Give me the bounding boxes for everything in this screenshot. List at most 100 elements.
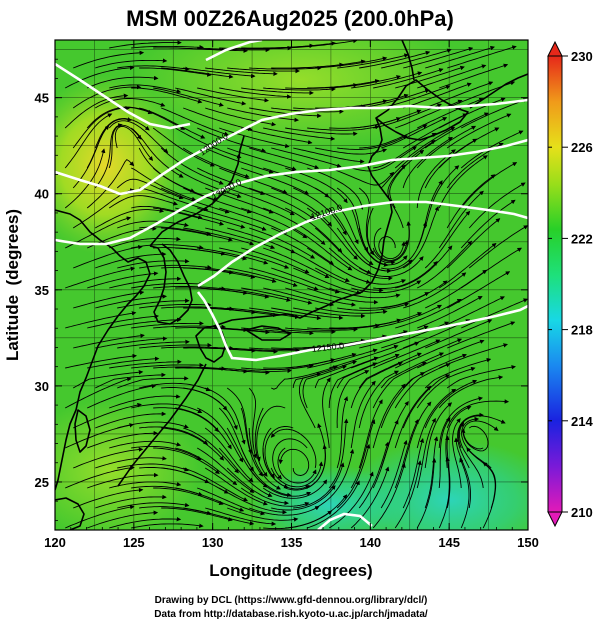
streamline <box>425 319 493 349</box>
streamline <box>278 448 310 476</box>
x-tick-label: 120 <box>44 535 66 550</box>
streamline <box>417 296 483 329</box>
streamline <box>372 419 399 489</box>
streamline <box>64 93 129 129</box>
colorbar-bottom-triangle <box>547 511 563 528</box>
streamline <box>306 207 358 260</box>
streamline <box>183 387 238 431</box>
streamline <box>285 494 348 529</box>
streamline <box>372 463 406 529</box>
streamline <box>307 348 378 369</box>
streamline <box>65 266 136 289</box>
streamline <box>153 207 225 226</box>
streamline <box>94 118 150 149</box>
streamline <box>381 280 448 309</box>
streamline <box>219 247 290 269</box>
streamline <box>227 67 300 74</box>
streamline <box>453 437 471 509</box>
streamline <box>460 162 518 209</box>
streamline <box>175 47 248 53</box>
streamline <box>131 523 204 529</box>
streamline <box>468 182 526 229</box>
streamline <box>109 394 181 409</box>
streamline <box>394 385 432 449</box>
colorbar-tick-label: 214 <box>571 414 593 429</box>
streamline <box>314 448 355 509</box>
streamline <box>161 306 234 311</box>
streamline <box>153 87 224 107</box>
streamline <box>271 147 342 168</box>
streamline <box>249 267 319 291</box>
streamline <box>381 117 448 149</box>
streamline <box>358 227 408 266</box>
coastline-philippines <box>55 497 85 530</box>
streamline <box>64 65 135 89</box>
streamline <box>254 407 268 477</box>
streamline <box>328 247 393 281</box>
streamline <box>73 244 143 269</box>
streamline <box>95 336 168 349</box>
streamline <box>358 352 422 389</box>
streamline <box>366 207 396 265</box>
streamline <box>387 164 406 229</box>
streamline <box>263 287 335 307</box>
streamline <box>350 466 390 529</box>
streamline <box>153 366 226 371</box>
streamline <box>131 45 204 50</box>
streamline <box>337 135 408 150</box>
streamline <box>445 435 451 509</box>
y-tick-label: 25 <box>35 475 49 490</box>
streamline <box>438 155 488 209</box>
streamline <box>94 98 166 109</box>
streamline <box>380 140 436 189</box>
streamline <box>372 362 427 409</box>
streamline <box>95 411 167 429</box>
streamline <box>350 419 376 489</box>
streamline <box>109 40 182 49</box>
streamline <box>226 387 253 455</box>
streamline <box>263 247 330 278</box>
streamline <box>351 71 423 89</box>
streamline <box>139 107 206 139</box>
coastline-china <box>55 209 151 491</box>
streamline <box>425 81 494 109</box>
streamline <box>359 50 431 69</box>
y-tick-label: 30 <box>35 379 49 394</box>
streamline <box>131 403 203 414</box>
streamline <box>219 367 292 374</box>
streamline <box>293 187 347 236</box>
streamline <box>373 227 409 261</box>
y-axis-label: Latitude (degrees) <box>3 209 22 361</box>
streamline <box>139 382 211 392</box>
streamline <box>153 487 224 505</box>
streamline <box>197 87 269 103</box>
streamline <box>315 307 388 315</box>
streamline <box>298 372 322 429</box>
streamline <box>183 227 255 246</box>
streamline <box>117 65 190 72</box>
streamline <box>424 402 453 469</box>
streamline <box>358 187 375 256</box>
streamline <box>285 40 358 49</box>
streamline <box>285 352 357 369</box>
streamline <box>205 267 277 283</box>
streamline <box>205 507 277 527</box>
streamline <box>109 236 181 249</box>
streamline <box>109 516 182 529</box>
streamline <box>131 167 197 202</box>
streamline <box>205 387 246 445</box>
streamline <box>131 244 204 250</box>
streamline <box>446 271 511 309</box>
contour-line-5 <box>55 62 191 130</box>
streamline <box>424 436 439 509</box>
streamline <box>302 365 348 409</box>
streamline <box>446 364 516 389</box>
streamline <box>241 167 310 195</box>
streamline <box>457 415 506 449</box>
streamline <box>417 97 484 129</box>
streamline <box>174 167 242 199</box>
streamline <box>395 338 463 369</box>
streamline <box>175 407 232 450</box>
x-tick-label: 130 <box>202 535 224 550</box>
streamline <box>307 124 380 131</box>
